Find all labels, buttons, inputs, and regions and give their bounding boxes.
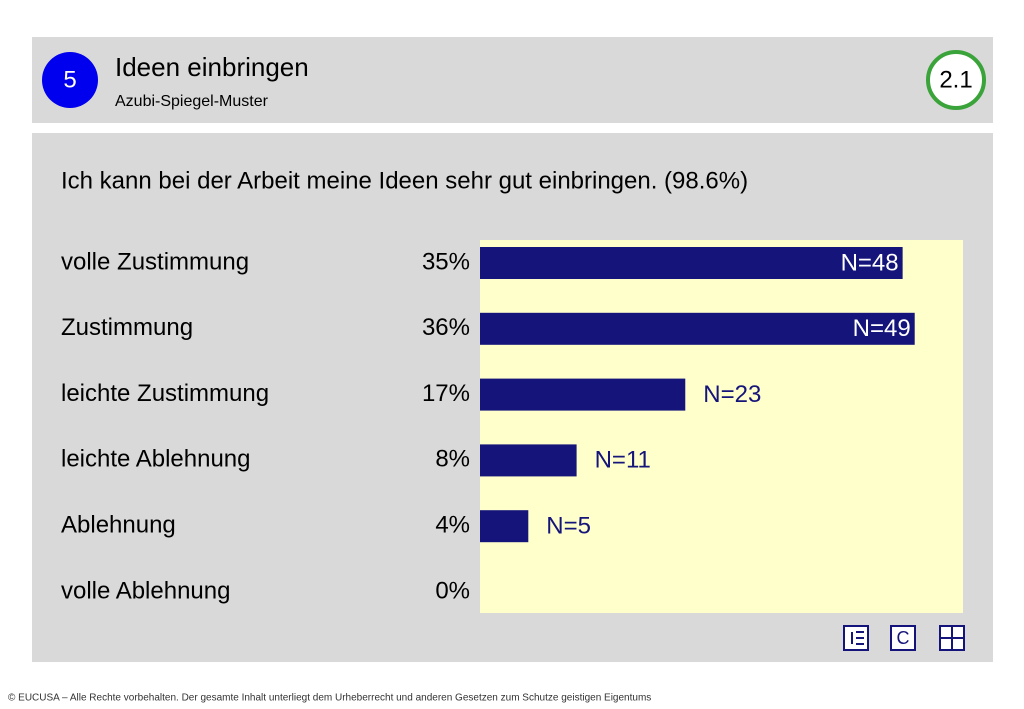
chart-title: Ich kann bei der Arbeit meine Ideen sehr… [61, 167, 748, 194]
n-label: N=49 [853, 315, 911, 342]
category-label: Zustimmung [61, 314, 193, 341]
plot-background [480, 240, 963, 613]
value-label: 4% [435, 512, 470, 539]
bar [480, 247, 903, 279]
category-label: volle Zustimmung [61, 248, 249, 275]
header-panel [32, 37, 993, 123]
bar [480, 378, 686, 411]
value-label: 8% [435, 446, 470, 473]
footer: © EUCUSA – Alle Rechte vorbehalten. Der … [8, 693, 651, 704]
badge: 5 [63, 66, 76, 93]
category-label: Ablehnung [61, 512, 176, 539]
badge-circle [42, 52, 98, 108]
n-label: N=23 [703, 381, 761, 408]
icon-list [843, 625, 869, 651]
value-label: 17% [422, 380, 470, 407]
value-label: 36% [422, 314, 470, 341]
icon-c: C [897, 628, 910, 648]
value-label: 0% [435, 577, 470, 604]
bar [480, 444, 577, 477]
number-circle [926, 50, 986, 110]
icon-c-box [890, 625, 916, 651]
icon-grid [939, 625, 965, 651]
category-label: leichte Zustimmung [61, 380, 269, 407]
value-label: 35% [422, 248, 470, 275]
category-label: leichte Ablehnung [61, 446, 251, 473]
header-subtitle: Azubi-Spiegel-Muster [115, 93, 269, 110]
n-label: N=5 [546, 513, 591, 540]
n-label: N=11 [595, 447, 651, 474]
category-label: volle Ablehnung [61, 577, 230, 604]
header-number: 2.1 [939, 66, 972, 93]
bar [480, 510, 529, 543]
bar [480, 312, 915, 345]
n-label: N=48 [841, 249, 899, 276]
header-title: Ideen einbringen [115, 52, 309, 82]
